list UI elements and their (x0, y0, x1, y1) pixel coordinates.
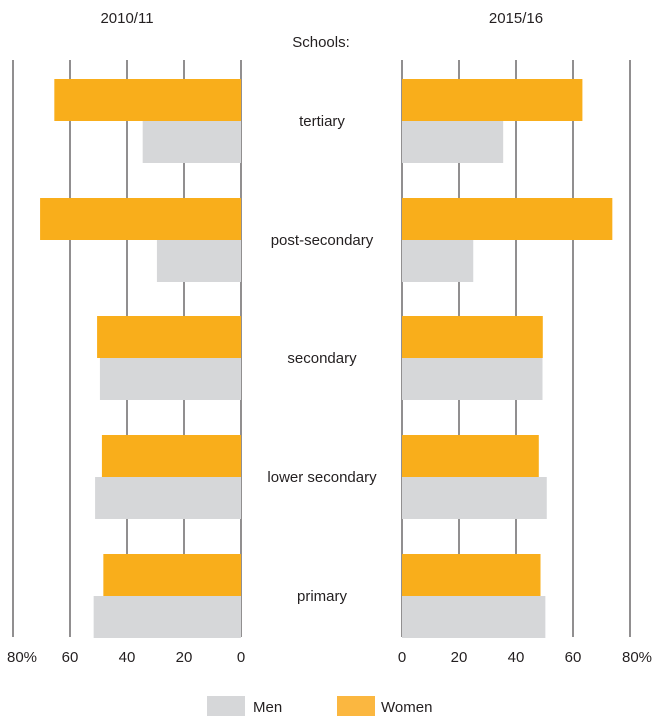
bar-men-2015-16 (402, 121, 504, 163)
panel-title-2015-16: 2015/16 (489, 10, 543, 27)
bar-men-2015-16 (402, 596, 546, 638)
category-labels: tertiary post-secondary secondary lower sec… (267, 113, 377, 605)
bar-men-2010-11 (142, 121, 241, 163)
bar-women-2010-11 (54, 79, 242, 121)
tick-label-left: 80% (7, 649, 37, 666)
tick-label-right: 0 (398, 649, 406, 666)
category-axis-label: Schools: (292, 34, 350, 51)
bar-women-2015-16 (402, 435, 539, 477)
legend-swatch-men (207, 696, 245, 716)
category-label: tertiary (299, 113, 345, 130)
category-label: post-secondary (271, 232, 374, 249)
panel-title-2010-11: 2010/11 (100, 10, 153, 27)
bar-women-2015-16 (402, 316, 543, 358)
tick-label-right: 60 (565, 649, 582, 666)
tick-label-left: 60 (62, 649, 79, 666)
bar-men-2010-11 (93, 596, 241, 638)
tick-label-left: 40 (119, 649, 136, 666)
bar-women-2010-11 (103, 554, 241, 596)
bar-men-2010-11 (156, 240, 241, 282)
bar-men-2015-16 (402, 358, 543, 400)
legend-label-women: Women (381, 699, 432, 716)
bar-men-2010-11 (99, 358, 241, 400)
bar-women-2010-11 (40, 198, 242, 240)
bar-women-2010-11 (97, 316, 241, 358)
bar-women-2015-16 (402, 554, 541, 596)
tick-label-right: 20 (451, 649, 468, 666)
bar-women-2015-16 (402, 198, 613, 240)
category-label: secondary (287, 350, 357, 367)
tick-labels: 80% 60 40 20 0 0 20 40 60 80% (7, 649, 652, 666)
category-label: primary (297, 588, 348, 605)
bar-women-2010-11 (101, 435, 241, 477)
bars (40, 79, 613, 638)
category-label: lower secondary (267, 469, 377, 486)
tick-label-right: 40 (508, 649, 525, 666)
tick-label-left: 20 (176, 649, 193, 666)
tick-label-right: 80% (622, 649, 652, 666)
legend-label-men: Men (253, 699, 282, 716)
bar-men-2010-11 (95, 477, 241, 519)
legend-swatch-women (337, 696, 375, 716)
bar-women-2015-16 (402, 79, 583, 121)
tick-label-left: 0 (237, 649, 245, 666)
bar-men-2015-16 (402, 240, 474, 282)
legend: Men Women (207, 696, 432, 716)
bar-men-2015-16 (402, 477, 547, 519)
